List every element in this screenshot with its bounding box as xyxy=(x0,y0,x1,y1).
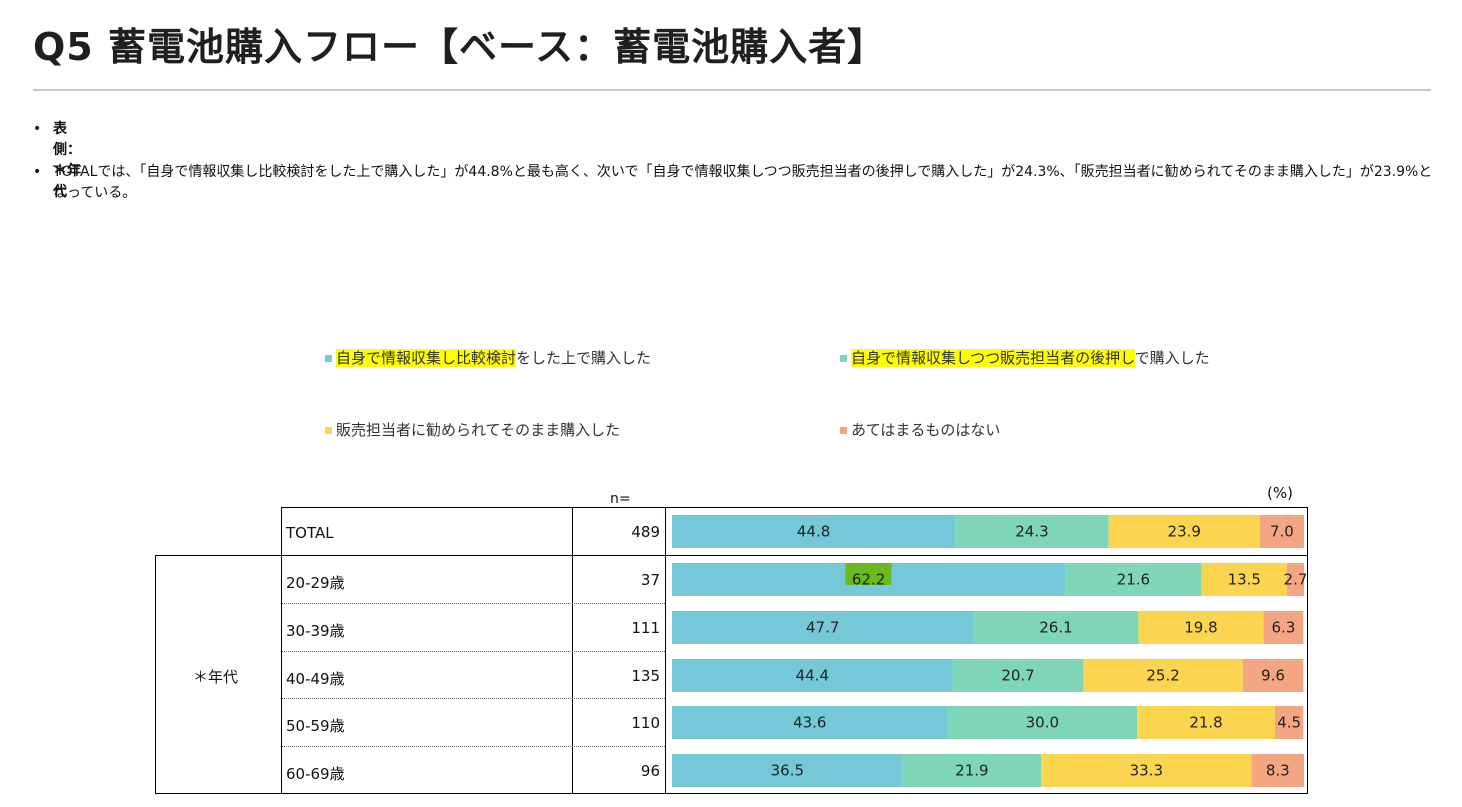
bar-value-label: 25.2 xyxy=(1146,667,1179,685)
bar-segment xyxy=(1263,611,1304,644)
row-category-label: 50-59歳 xyxy=(286,717,345,735)
bar-segment xyxy=(973,611,1139,644)
bar-segment xyxy=(1242,659,1304,692)
row-n-value: 110 xyxy=(631,714,660,732)
bar-segment xyxy=(1065,563,1202,596)
bar-value-label: 21.8 xyxy=(1189,714,1222,732)
row-category-label: 40-49歳 xyxy=(286,670,345,688)
row-n-value: 96 xyxy=(640,762,660,780)
page-title: Q5 蓄電池購入フロー【ベース：蓄電池購入者】 xyxy=(33,25,887,69)
bar-segment xyxy=(947,706,1138,739)
bar-value-label: 20.7 xyxy=(1001,667,1034,685)
bar-value-label: 30.0 xyxy=(1026,714,1059,732)
bar-value-label: 44.8 xyxy=(797,523,830,541)
bullet-icon: • xyxy=(33,164,42,180)
bar-value-label: 36.5 xyxy=(771,762,804,780)
bar-segment xyxy=(672,515,956,548)
legend-label-rest: 販売担当者に勧められてそのまま購入した xyxy=(336,421,621,439)
bar-value-label: 33.3 xyxy=(1130,762,1163,780)
bar-value-label: 21.6 xyxy=(1117,571,1150,589)
bar-value-label: 6.3 xyxy=(1272,619,1296,637)
n-header: n= xyxy=(610,491,631,507)
legend-swatch xyxy=(325,427,332,434)
bar-segment xyxy=(1274,706,1304,739)
row-category-label: 30-39歳 xyxy=(286,622,345,640)
bar-value-label: 44.4 xyxy=(796,667,829,685)
bar-value-label: 62.2 xyxy=(852,571,885,589)
legend-swatch xyxy=(840,355,847,362)
group-label: ＊年代 xyxy=(193,668,239,686)
bar-segment xyxy=(1137,706,1275,739)
label-highlight xyxy=(845,563,892,585)
bar-value-label: 24.3 xyxy=(1015,523,1048,541)
row-category-label: TOTAL xyxy=(286,524,334,542)
bar-segment xyxy=(1259,515,1304,548)
row-separator xyxy=(282,698,665,699)
legend-swatch xyxy=(325,355,332,362)
row-n-value: 489 xyxy=(631,523,660,541)
bar-segment xyxy=(672,754,903,787)
bar-value-label: 9.6 xyxy=(1261,667,1285,685)
bar-value-label: 26.1 xyxy=(1039,619,1072,637)
bar-value-label: 2.7 xyxy=(1284,571,1308,589)
bar-value-label: 8.3 xyxy=(1266,762,1290,780)
bar-value-label: 13.5 xyxy=(1228,571,1261,589)
legend-label-rest: をした上で購入した xyxy=(516,349,652,367)
bar-segment xyxy=(672,611,974,644)
bar-segment xyxy=(902,754,1042,787)
legend-label-highlight: 自身で情報収集しつつ販売担当者の後押し xyxy=(851,349,1135,367)
legend-label-rest: で購入した xyxy=(1134,349,1210,367)
row-separator xyxy=(282,603,665,604)
bar-segment xyxy=(1286,563,1304,596)
table-top-border xyxy=(281,507,1308,508)
table-right-border xyxy=(1307,507,1308,794)
table-left-border xyxy=(155,555,156,794)
legend-label-rest: あてはまるものはない xyxy=(851,421,1001,439)
bar-segment xyxy=(1201,563,1287,596)
bar-value-label: 43.6 xyxy=(793,714,826,732)
table-row-border xyxy=(155,555,1308,556)
bar-value-label: 19.8 xyxy=(1184,619,1217,637)
bar-segment xyxy=(1083,659,1243,692)
table-divider xyxy=(572,507,573,794)
row-category-label: 20-29歳 xyxy=(286,574,345,592)
bar-segment xyxy=(1041,754,1252,787)
bar-segment xyxy=(672,706,948,739)
bar-segment xyxy=(955,515,1109,548)
row-n-value: 111 xyxy=(631,619,660,637)
bar-segment xyxy=(672,659,953,692)
bar-segment xyxy=(1251,754,1304,787)
bar-value-label: 4.5 xyxy=(1277,714,1301,732)
bar-segment xyxy=(952,659,1084,692)
table-divider xyxy=(281,507,282,794)
legend-swatch xyxy=(840,427,847,434)
row-separator xyxy=(282,746,665,747)
bullet-icon: • xyxy=(33,121,42,137)
row-n-value: 37 xyxy=(640,571,660,589)
bar-value-label: 47.7 xyxy=(806,619,839,637)
title-divider xyxy=(33,89,1431,91)
bar-segment xyxy=(1138,611,1264,644)
row-category-label: 60-69歳 xyxy=(286,765,345,783)
bar-value-label: 23.9 xyxy=(1168,523,1201,541)
row-separator xyxy=(282,651,665,652)
note-group-text: 表側：＊年代 xyxy=(53,121,81,200)
bar-value-label: 7.0 xyxy=(1270,523,1294,541)
bar-value-label: 21.9 xyxy=(955,762,988,780)
note-summary-text: TOTALでは、「自身で情報収集し比較検討をした上で購入した」が44.8%と最も… xyxy=(53,164,1433,201)
unit-label: (%) xyxy=(1267,484,1293,502)
table-bottom-border xyxy=(155,793,1308,794)
table-divider xyxy=(665,507,666,794)
bar-segment xyxy=(1108,515,1260,548)
row-n-value: 135 xyxy=(631,667,660,685)
legend-label-highlight: 自身で情報収集し比較検討 xyxy=(336,349,517,367)
